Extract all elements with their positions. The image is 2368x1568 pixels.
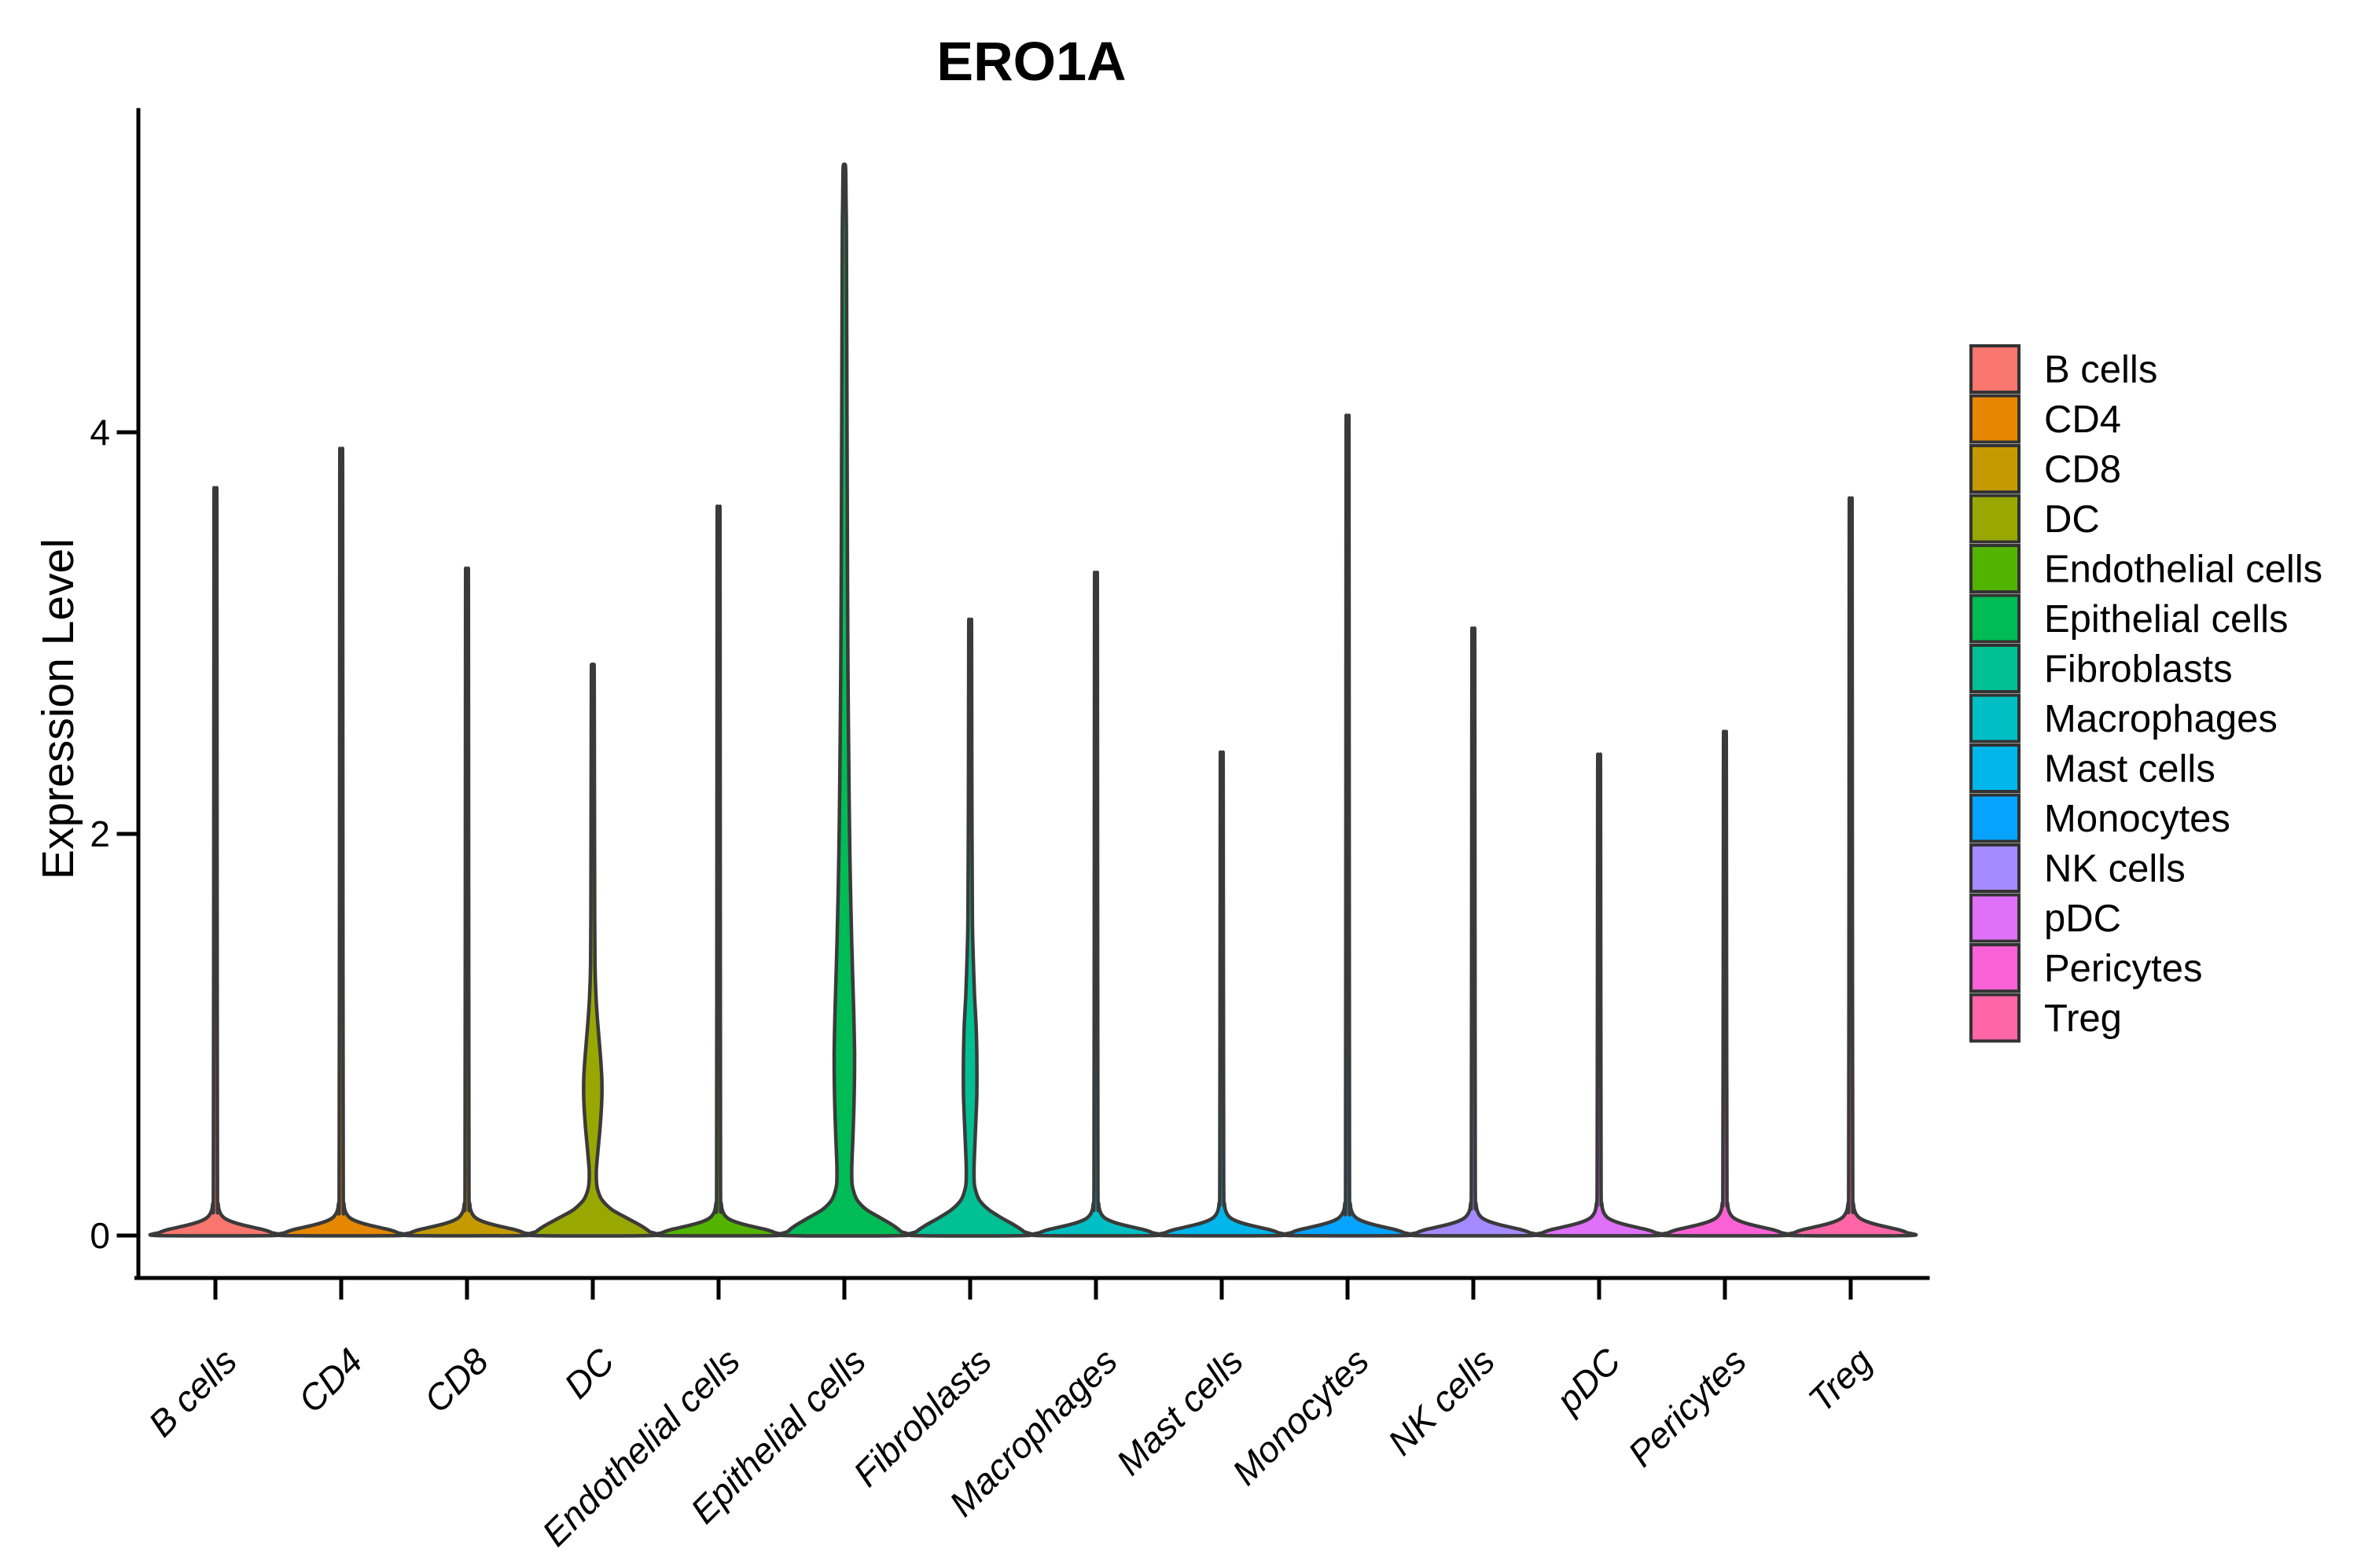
violin-pericytes bbox=[1657, 729, 1793, 1238]
violin-monocytes bbox=[1280, 413, 1415, 1238]
legend-item-b-cells: B cells bbox=[1969, 344, 2157, 394]
legend-swatch bbox=[1969, 344, 2021, 394]
legend-item-pericytes: Pericytes bbox=[1969, 943, 2203, 993]
legend-label: Epithelial cells bbox=[2044, 598, 2289, 641]
legend-item-epithelial-cells: Epithelial cells bbox=[1969, 593, 2289, 644]
legend-item-endothelial-cells: Endothelial cells bbox=[1969, 544, 2322, 593]
legend-label: Macrophages bbox=[2044, 698, 2278, 740]
x-tick-label-b-cells: B cells bbox=[140, 1340, 245, 1445]
legend-label: NK cells bbox=[2044, 848, 2186, 890]
y-tick-label: 2 bbox=[90, 813, 110, 854]
y-tick-label: 0 bbox=[90, 1215, 110, 1256]
legend-item-fibroblasts: Fibroblasts bbox=[1969, 644, 2233, 693]
legend-label: pDC bbox=[2044, 898, 2121, 940]
x-tick-label-cd8: CD8 bbox=[416, 1340, 496, 1420]
legend-item-cd8: CD8 bbox=[1969, 444, 2121, 494]
x-tick-label-cd4: CD4 bbox=[290, 1340, 370, 1420]
violin-endothelial-cells bbox=[651, 504, 786, 1238]
legend-label: B cells bbox=[2044, 349, 2157, 391]
x-tick-label-dc: DC bbox=[556, 1340, 622, 1406]
legend-swatch bbox=[1969, 693, 2021, 744]
x-tick-label-nk-cells: NK cells bbox=[1380, 1340, 1502, 1463]
violin-epithelial-cells bbox=[777, 162, 912, 1238]
legend-label: Pericytes bbox=[2044, 948, 2203, 990]
legend-swatch bbox=[1969, 444, 2021, 494]
legend-item-macrophages: Macrophages bbox=[1969, 693, 2278, 744]
violins-group bbox=[148, 162, 1918, 1238]
legend-swatch bbox=[1969, 744, 2021, 793]
legend-swatch bbox=[1969, 843, 2021, 893]
legend-item-mast-cells: Mast cells bbox=[1969, 744, 2215, 793]
legend-label: Endothelial cells bbox=[2044, 549, 2322, 591]
legend-swatch bbox=[1969, 993, 2021, 1043]
y-tick-label: 4 bbox=[90, 412, 110, 453]
x-tick-label-treg: Treg bbox=[1800, 1340, 1881, 1420]
violin-fibroblasts bbox=[906, 617, 1035, 1238]
violin-b-cells bbox=[148, 486, 283, 1238]
legend: B cells CD4 CD8 DC Endothelial cells Epitheli… bbox=[1969, 344, 2322, 1043]
violin-dc bbox=[525, 662, 660, 1238]
legend-item-monocytes: Monocytes bbox=[1969, 793, 2230, 843]
violin-treg bbox=[1783, 496, 1918, 1238]
legend-swatch bbox=[1969, 893, 2021, 943]
legend-item-cd4: CD4 bbox=[1969, 394, 2121, 444]
legend-label: Fibroblasts bbox=[2044, 648, 2233, 691]
x-tick-label-monocytes: Monocytes bbox=[1224, 1340, 1377, 1493]
violin-macrophages bbox=[1028, 570, 1164, 1238]
violin-pdc bbox=[1531, 752, 1667, 1238]
legend-item-pdc: pDC bbox=[1969, 893, 2121, 943]
legend-swatch bbox=[1969, 644, 2021, 693]
legend-label: Treg bbox=[2044, 997, 2122, 1040]
violin-cd4 bbox=[274, 446, 409, 1238]
legend-item-treg: Treg bbox=[1969, 993, 2122, 1043]
legend-swatch bbox=[1969, 793, 2021, 843]
legend-swatch bbox=[1969, 494, 2021, 544]
y-axis-title: Expression Level bbox=[33, 538, 83, 879]
chart-title: ERO1A bbox=[936, 31, 1126, 92]
legend-item-dc: DC bbox=[1969, 494, 2100, 544]
legend-label: DC bbox=[2044, 498, 2100, 541]
x-tick-label-pericytes: Pericytes bbox=[1620, 1340, 1755, 1474]
legend-item-nk-cells: NK cells bbox=[1969, 843, 2186, 893]
legend-label: Monocytes bbox=[2044, 798, 2230, 840]
legend-swatch bbox=[1969, 593, 2021, 644]
violin-nk-cells bbox=[1406, 626, 1541, 1238]
legend-swatch bbox=[1969, 394, 2021, 444]
legend-swatch bbox=[1969, 943, 2021, 993]
legend-label: Mast cells bbox=[2044, 748, 2215, 791]
legend-swatch bbox=[1969, 544, 2021, 593]
legend-label: CD8 bbox=[2044, 449, 2121, 491]
violin-cd8 bbox=[399, 566, 535, 1238]
legend-label: CD4 bbox=[2044, 398, 2121, 441]
violin-mast-cells bbox=[1154, 750, 1289, 1238]
x-tick-label-pdc: pDC bbox=[1547, 1340, 1629, 1422]
